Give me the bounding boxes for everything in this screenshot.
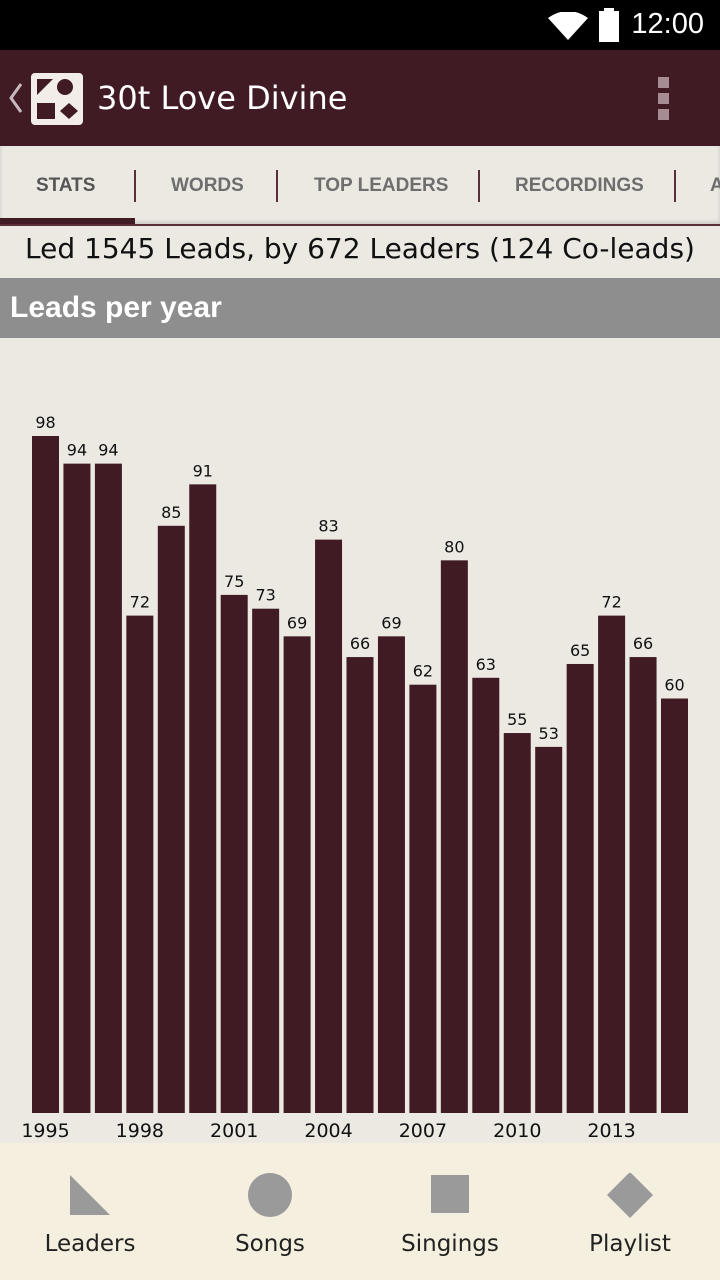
- active-tab-indicator: [0, 218, 135, 224]
- tab-top-leaders[interactable]: TOP LEADERS: [314, 175, 449, 196]
- app-bar: 30t Love Divine: [0, 50, 720, 146]
- nav-songs-label: Songs: [235, 1231, 305, 1257]
- value-label-1995: 98: [35, 413, 55, 432]
- nav-leaders[interactable]: Leaders: [0, 1143, 180, 1280]
- x-tick-label: 1995: [21, 1120, 69, 1142]
- status-time: 12:00: [631, 8, 704, 40]
- tab-stats[interactable]: STATS: [36, 175, 96, 196]
- value-label-1998: 72: [130, 593, 150, 612]
- value-label-2013: 72: [601, 593, 621, 612]
- bar-2015: [661, 698, 688, 1113]
- bar-2013: [598, 615, 626, 1113]
- value-label-2011: 53: [539, 724, 559, 743]
- bar-2000: [189, 484, 217, 1113]
- circle-icon: [248, 1173, 292, 1217]
- value-label-2012: 65: [570, 641, 590, 660]
- bar-2007: [409, 684, 437, 1113]
- square-icon: [431, 1175, 469, 1213]
- page-title: 30t Love Divine: [97, 79, 348, 117]
- battery-icon: [599, 8, 619, 42]
- nav-leaders-label: Leaders: [44, 1231, 136, 1257]
- more-vert-icon[interactable]: [656, 75, 672, 121]
- nav-playlist-label: Playlist: [589, 1231, 671, 1257]
- bar-2011: [535, 746, 563, 1113]
- nav-playlist[interactable]: Playlist: [540, 1143, 720, 1280]
- bar-1995: [32, 436, 59, 1113]
- bar-2014: [629, 657, 657, 1113]
- value-label-2015: 60: [664, 676, 684, 695]
- tab-divider: [276, 170, 278, 202]
- diamond-icon: [607, 1173, 653, 1218]
- x-tick-label: 2010: [493, 1120, 541, 1142]
- tab-recordings[interactable]: RECORDINGS: [515, 175, 644, 196]
- bar-2006: [377, 636, 405, 1113]
- status-bar: 12:00: [0, 0, 720, 50]
- bar-1996: [63, 463, 91, 1113]
- value-label-1996: 94: [67, 441, 87, 460]
- x-tick-label: 2013: [587, 1120, 635, 1142]
- value-label-2007: 62: [413, 662, 433, 681]
- bar-1997: [94, 463, 122, 1113]
- value-label-1997: 94: [98, 441, 118, 460]
- shape-note-logo-icon[interactable]: [31, 73, 83, 125]
- nav-songs[interactable]: Songs: [180, 1143, 360, 1280]
- bar-1999: [157, 525, 185, 1113]
- value-label-2008: 80: [444, 537, 464, 556]
- tab-divider: [674, 170, 676, 202]
- bottom-navigation: Leaders Songs Singings Playlist: [0, 1143, 720, 1280]
- value-label-1999: 85: [161, 503, 181, 522]
- value-label-2004: 83: [318, 517, 338, 536]
- summary-prefix: Led: [25, 232, 85, 265]
- bar-2008: [440, 560, 468, 1113]
- bar-2010: [503, 733, 531, 1113]
- summary-leads-count: 1545: [84, 232, 156, 265]
- leads-per-year-chart: 98 1995 94 94 72 1998 85 91 75 2001 73 69 83 2004 66 69…: [21, 413, 688, 1142]
- nav-singings-label: Singings: [401, 1231, 499, 1257]
- bar-2003: [283, 636, 311, 1113]
- tab-words[interactable]: WORDS: [171, 175, 244, 196]
- bar-2002: [252, 608, 280, 1113]
- x-tick-label: 1998: [116, 1120, 164, 1142]
- wifi-icon: [548, 12, 588, 40]
- tab-bar: STATS WORDS TOP LEADERS RECORDINGS A: [0, 146, 720, 226]
- x-tick-label: 2007: [399, 1120, 447, 1142]
- bar-2004: [315, 539, 343, 1113]
- value-label-2001: 75: [224, 572, 244, 591]
- value-label-2010: 55: [507, 710, 527, 729]
- x-tick-label: 2004: [304, 1120, 352, 1142]
- section-header: Leads per year: [0, 278, 720, 338]
- value-label-2002: 73: [255, 586, 275, 605]
- nav-singings[interactable]: Singings: [360, 1143, 540, 1280]
- bar-2001: [220, 594, 248, 1113]
- x-tick-label: 2001: [210, 1120, 258, 1142]
- value-label-2003: 69: [287, 613, 307, 632]
- leads-summary: Led 1545 Leads, by 672 Leaders (124 Co-l…: [0, 228, 720, 278]
- tab-more[interactable]: A: [710, 175, 720, 196]
- value-label-2009: 63: [476, 655, 496, 674]
- bar-2009: [472, 677, 500, 1113]
- value-label-2006: 69: [381, 613, 401, 632]
- triangle-icon: [70, 1175, 110, 1215]
- bar-2012: [566, 663, 594, 1113]
- summary-rest: Leads, by 672 Leaders (124 Co-leads): [155, 232, 695, 265]
- value-label-2000: 91: [193, 461, 213, 480]
- tab-divider: [134, 170, 136, 202]
- tab-divider: [478, 170, 480, 202]
- value-label-2014: 66: [633, 634, 653, 653]
- bar-2005: [346, 657, 374, 1113]
- value-label-2005: 66: [350, 634, 370, 653]
- chevron-left-icon[interactable]: [6, 80, 26, 116]
- bar-1998: [126, 615, 154, 1113]
